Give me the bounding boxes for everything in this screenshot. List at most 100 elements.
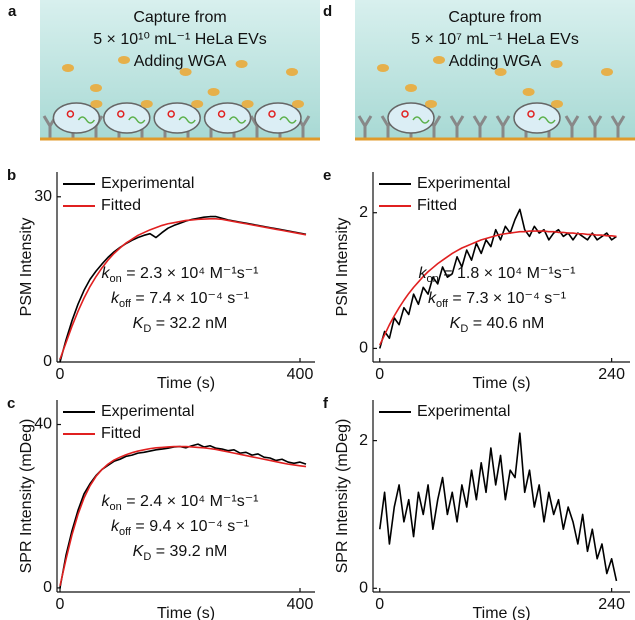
antibody bbox=[495, 115, 511, 138]
wga-bound bbox=[140, 100, 153, 108]
wga bbox=[522, 88, 535, 96]
cargo bbox=[217, 110, 226, 118]
wga bbox=[286, 68, 298, 76]
rna bbox=[178, 116, 196, 124]
y-axis-label: PSM Intensity bbox=[334, 218, 351, 317]
data-line bbox=[59, 445, 307, 587]
wga bbox=[377, 64, 389, 72]
panel-label: a bbox=[8, 3, 17, 20]
y-tick-label: 0 bbox=[359, 580, 368, 597]
wga bbox=[550, 60, 563, 68]
legend-label: Experimental bbox=[101, 403, 194, 420]
antibody bbox=[564, 115, 580, 138]
x-tick-label: 0 bbox=[56, 596, 65, 613]
y-tick-label: 40 bbox=[34, 416, 52, 433]
legend-label: Experimental bbox=[417, 403, 510, 420]
legend-label: Fitted bbox=[101, 197, 141, 214]
wga-bound bbox=[241, 100, 254, 108]
x-tick-label: 400 bbox=[287, 596, 314, 613]
vesicle bbox=[52, 102, 101, 134]
x-tick-label: 240 bbox=[598, 366, 625, 383]
annotation: koff = 9.4 × 10⁻⁴ s⁻¹ bbox=[111, 518, 249, 538]
annotation-subscript: on bbox=[110, 273, 122, 285]
annotation: KD = 40.6 nM bbox=[450, 315, 545, 335]
annotation-symbol: K bbox=[450, 315, 462, 332]
antibody bbox=[472, 115, 488, 138]
panel-label: d bbox=[323, 3, 332, 20]
legend-label: Fitted bbox=[417, 197, 457, 214]
annotation-subscript: on bbox=[427, 273, 439, 285]
annotation-text: = 39.2 nM bbox=[151, 543, 227, 560]
annotation-text: = 7.4 × 10⁻⁴ s⁻¹ bbox=[131, 290, 249, 307]
panel-label: c bbox=[7, 395, 15, 412]
wga-bound bbox=[90, 100, 103, 108]
annotation-symbol: K bbox=[133, 315, 145, 332]
panel-label: f bbox=[323, 395, 329, 412]
illustration-title: 5 × 10⁷ mL⁻¹ HeLa EVs bbox=[411, 31, 579, 48]
wga bbox=[179, 68, 192, 76]
annotation: kon = 1.8 × 10⁴ M⁻¹s⁻¹ bbox=[419, 265, 576, 285]
data-line bbox=[378, 432, 618, 582]
legend-label: Fitted bbox=[101, 425, 141, 442]
wga-bound bbox=[425, 100, 437, 108]
panel-label: e bbox=[323, 167, 331, 184]
annotation-symbol: k bbox=[428, 290, 437, 307]
annotation-text: = 2.4 × 10⁴ M⁻¹s⁻¹ bbox=[122, 493, 259, 510]
annotation: KD = 39.2 nM bbox=[133, 543, 228, 563]
annotation-symbol: k bbox=[419, 265, 428, 282]
rna bbox=[279, 116, 297, 124]
annotation-symbol: k bbox=[102, 265, 111, 282]
x-axis-label: Time (s) bbox=[472, 375, 530, 392]
annotation-symbol: k bbox=[102, 493, 111, 510]
y-tick-label: 2 bbox=[359, 432, 368, 449]
vesicle bbox=[387, 102, 435, 134]
panel-label: b bbox=[7, 167, 16, 184]
wga bbox=[62, 64, 74, 72]
annotation-subscript: on bbox=[110, 501, 122, 513]
rna bbox=[77, 116, 96, 124]
annotation-subscript: off bbox=[119, 526, 132, 538]
cargo bbox=[527, 110, 535, 118]
cargo bbox=[117, 110, 125, 118]
illustration-title: Adding WGA bbox=[134, 53, 227, 70]
vesicle bbox=[203, 102, 252, 134]
wga bbox=[90, 84, 102, 92]
wga-bound bbox=[191, 100, 204, 108]
wga bbox=[235, 60, 248, 68]
illustration-title: Capture from bbox=[133, 9, 226, 26]
annotation-subscript: D bbox=[460, 323, 468, 335]
wga bbox=[601, 68, 613, 76]
x-tick-label: 400 bbox=[287, 366, 314, 383]
illustration-title: 5 × 10¹⁰ mL⁻¹ HeLa EVs bbox=[93, 31, 267, 48]
x-axis-label: Time (s) bbox=[472, 605, 530, 620]
annotation-subscript: off bbox=[119, 298, 132, 310]
cargo bbox=[268, 110, 276, 118]
annotation-text: = 1.8 × 10⁴ M⁻¹s⁻¹ bbox=[439, 265, 576, 282]
annotation-symbol: k bbox=[111, 518, 120, 535]
annotation: koff = 7.4 × 10⁻⁴ s⁻¹ bbox=[111, 290, 249, 310]
data-line bbox=[59, 218, 307, 360]
vesicle bbox=[103, 102, 151, 134]
annotation: kon = 2.4 × 10⁴ M⁻¹s⁻¹ bbox=[102, 493, 259, 513]
annotation-text: = 40.6 nM bbox=[468, 315, 544, 332]
wga-bound bbox=[551, 100, 563, 108]
y-axis-label: SPR Intensity (mDeg) bbox=[334, 419, 351, 574]
antibody bbox=[610, 115, 626, 138]
antibody bbox=[357, 115, 373, 138]
wga-bound bbox=[292, 100, 304, 108]
annotation-text: = 2.3 × 10⁴ M⁻¹s⁻¹ bbox=[122, 265, 259, 282]
annotation: koff = 7.3 × 10⁻⁴ s⁻¹ bbox=[428, 290, 566, 310]
x-tick-label: 0 bbox=[56, 366, 65, 383]
y-axis-label: PSM Intensity bbox=[18, 218, 35, 317]
antibody bbox=[449, 115, 465, 138]
data-line bbox=[379, 230, 617, 346]
vesicle bbox=[153, 102, 201, 134]
annotation-text: = 7.3 × 10⁻⁴ s⁻¹ bbox=[448, 290, 566, 307]
x-tick-label: 0 bbox=[375, 366, 384, 383]
cargo bbox=[167, 110, 175, 118]
annotation-symbol: k bbox=[111, 290, 120, 307]
legend-label: Experimental bbox=[417, 175, 510, 192]
rna bbox=[538, 116, 556, 124]
legend-label: Experimental bbox=[101, 175, 194, 192]
